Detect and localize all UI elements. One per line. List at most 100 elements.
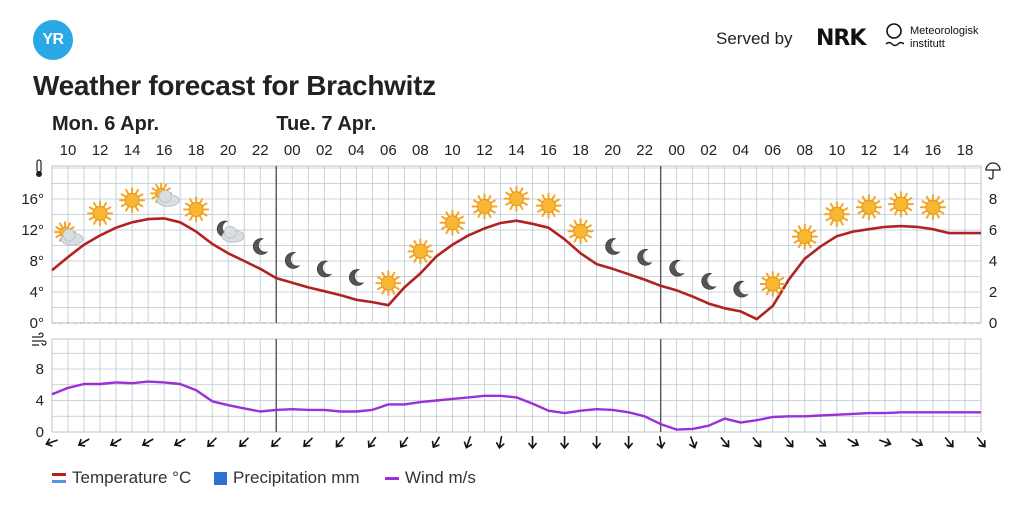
partly-cloudy-night-icon (216, 220, 245, 243)
temp-tick-label: 4° (30, 284, 44, 301)
moon-icon (733, 280, 749, 298)
day-label: Mon. 6 Apr. (52, 113, 159, 135)
hour-label: 14 (893, 142, 910, 159)
legend-temperature: Temperature °C (52, 468, 191, 488)
hour-label: 00 (668, 142, 685, 159)
wind-direction-arrow-icon (271, 437, 282, 448)
moon-icon (317, 260, 333, 278)
sun-icon (535, 192, 562, 219)
wind-tick-label: 0 (36, 424, 44, 441)
sun-icon (471, 193, 498, 220)
wind-direction-arrow-icon (173, 438, 186, 447)
wind-direction-arrow-icon (45, 438, 58, 447)
sun-icon (375, 270, 402, 297)
wind-direction-arrow-icon (463, 436, 473, 449)
sun-icon (823, 201, 850, 228)
hour-label: 20 (220, 142, 237, 159)
moon-icon (605, 238, 621, 255)
page-title: Weather forecast for Brachwitz (33, 70, 436, 101)
partly-cloudy-day-icon (150, 182, 180, 207)
precip-tick-label: 2 (989, 284, 997, 301)
wind-direction-arrow-icon (911, 438, 924, 447)
temp-tick-label: 12° (21, 222, 44, 239)
moon-icon (284, 252, 301, 269)
wind-direction-arrow-icon (109, 438, 122, 447)
wind-direction-arrow-icon (656, 435, 666, 450)
hour-label: 14 (124, 142, 141, 159)
wind-direction-arrow-icon (847, 438, 860, 447)
sun-icon (887, 191, 914, 218)
hour-label: 02 (700, 142, 717, 159)
temp-tick-label: 0° (30, 315, 44, 332)
moon-icon (669, 259, 685, 277)
hour-label: 06 (380, 142, 397, 159)
moon-icon (349, 269, 365, 286)
wind-direction-arrow-icon (688, 436, 698, 449)
wind-direction-arrow-icon (303, 437, 314, 448)
hour-label: 14 (508, 142, 525, 159)
moon-icon (637, 249, 653, 266)
legend-temperature-label: Temperature °C (72, 468, 192, 487)
wind-direction-arrow-icon (591, 436, 602, 450)
hour-label: 10 (444, 142, 461, 159)
legend-precipitation-label: Precipitation mm (233, 468, 360, 487)
hour-label: 02 (316, 142, 333, 159)
hour-label: 16 (925, 142, 942, 159)
hour-label: 10 (829, 142, 846, 159)
wind-direction-arrow-icon (752, 436, 762, 448)
sun-icon (567, 218, 594, 245)
temperature-grid (51, 165, 982, 324)
met-institute-logo[interactable]: Meteorologisk institutt (910, 25, 978, 51)
wind-direction-arrow-icon (527, 436, 538, 450)
sun-icon (919, 194, 946, 221)
nrk-logo[interactable]: NRK (816, 26, 866, 51)
wind-direction-arrow-icon (944, 436, 954, 448)
moon-icon (701, 273, 717, 290)
wind-direction-arrow-icon (431, 436, 441, 449)
yr-logo[interactable]: YR (33, 20, 73, 60)
precipitation-swatch-icon (214, 471, 227, 485)
wind-direction-arrow-icon (141, 438, 154, 447)
met-line1: Meteorologisk (910, 25, 979, 37)
legend-precipitation: Precipitation mm (214, 468, 360, 488)
wind-direction-arrow-icon (720, 436, 730, 448)
hour-label: 04 (732, 142, 749, 159)
wind-direction-arrow-icon (207, 437, 217, 448)
temp-tick-label: 16° (21, 191, 44, 208)
hour-label: 18 (572, 142, 589, 159)
hour-label: 18 (957, 142, 974, 159)
hour-label: 04 (348, 142, 365, 159)
temp-tick-label: 8° (30, 253, 44, 270)
temperature-line (51, 217, 981, 321)
day-label: Tue. 7 Apr. (276, 113, 376, 135)
hour-label: 10 (60, 142, 77, 159)
wind-direction-arrow-icon (976, 436, 986, 448)
temperature-swatch-icon (52, 473, 66, 483)
hour-label: 20 (604, 142, 621, 159)
sun-icon (439, 209, 466, 236)
hour-label: 16 (540, 142, 557, 159)
wind-tick-label: 8 (36, 361, 44, 378)
wind-direction-arrow-icon (239, 437, 250, 448)
wind-direction-arrow-icon (335, 436, 345, 448)
hour-label: 22 (636, 142, 653, 159)
sun-icon (183, 196, 210, 223)
sun-icon (791, 223, 818, 250)
hour-label: 22 (252, 142, 269, 159)
precip-tick-label: 0 (989, 315, 997, 332)
precip-tick-label: 8 (989, 191, 997, 208)
precip-tick-label: 6 (989, 222, 997, 239)
wind-grid (51, 338, 982, 433)
partly-cloudy-day-icon (54, 221, 84, 246)
wind-direction-arrow-icon (77, 438, 90, 447)
wind-icon (32, 332, 47, 346)
wind-tick-label: 4 (36, 393, 44, 410)
wind-direction-arrow-icon (878, 438, 892, 447)
sun-icon (87, 200, 114, 227)
legend-wind-label: Wind m/s (405, 468, 476, 487)
wind-direction-arrow-icon (623, 436, 634, 450)
hour-label: 16 (156, 142, 173, 159)
hour-label: 12 (861, 142, 878, 159)
wind-direction-arrow-icon (367, 436, 377, 448)
